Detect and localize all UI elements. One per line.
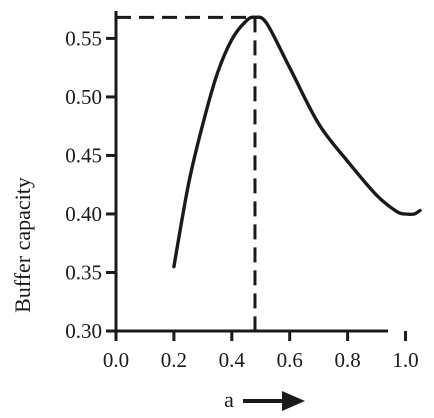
x-axis-label: a (224, 387, 234, 412)
series-points (174, 17, 420, 266)
x-tick-label: 0.0 (103, 348, 129, 372)
x-tick-label: 0.2 (161, 348, 187, 372)
x-ticks: 0.0 0.2 0.4 0.6 0.8 1.0 (103, 331, 419, 372)
y-tick-label: 0.30 (65, 319, 102, 343)
y-ticks: 0.30 0.35 0.40 0.45 0.50 0.55 (65, 26, 116, 343)
y-tick-label: 0.50 (65, 85, 102, 109)
y-tick-label: 0.40 (65, 202, 102, 226)
y-tick-label: 0.55 (65, 26, 102, 50)
y-tick-label: 0.45 (65, 143, 102, 167)
y-axis-label: Buffer capacity (10, 177, 35, 313)
y-tick-label: 0.35 (65, 260, 102, 284)
x-tick-label: 0.8 (334, 348, 360, 372)
x-tick-label: 0.4 (219, 348, 246, 372)
x-tick-label: 0.6 (277, 348, 303, 372)
right-arrow-icon (243, 391, 305, 411)
x-tick-label: 1.0 (392, 348, 418, 372)
series-line (172, 15, 422, 269)
